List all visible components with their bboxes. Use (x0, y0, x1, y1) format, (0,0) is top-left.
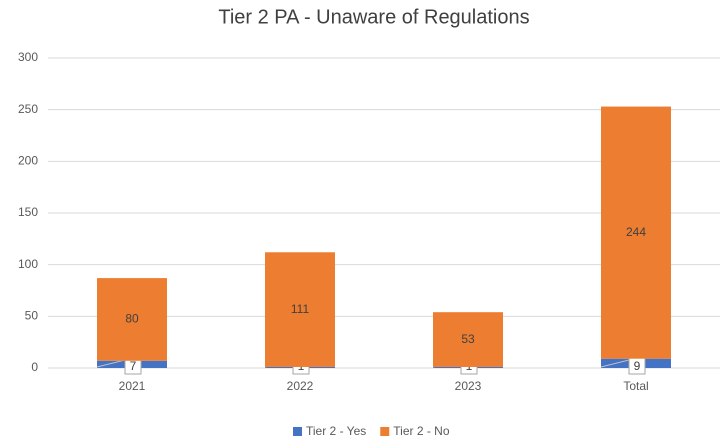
bar-segment (433, 312, 503, 367)
x-tick-label: 2022 (287, 379, 314, 393)
legend-label: Tier 2 - No (393, 424, 450, 438)
x-tick-label: 2021 (119, 379, 146, 393)
leader-line (96, 359, 126, 368)
bar-segment (601, 106, 671, 359)
data-label: 7 (130, 359, 137, 373)
y-tick-label: 200 (18, 154, 38, 168)
y-tick-label: 150 (18, 205, 38, 219)
legend-swatch (293, 427, 302, 436)
legend-swatch (380, 427, 390, 436)
data-label: 111 (291, 302, 310, 316)
bar-segment (265, 252, 335, 367)
data-label: 244 (626, 225, 646, 239)
data-label: 53 (461, 332, 475, 346)
y-tick-label: 250 (18, 102, 38, 116)
x-tick-label: 2023 (455, 379, 482, 393)
chart-title: Tier 2 PA - Unaware of Regulations (218, 6, 529, 28)
y-tick-label: 100 (18, 257, 38, 271)
data-label: 9 (634, 359, 641, 373)
leader-line (600, 359, 630, 368)
y-tick-label: 300 (18, 50, 38, 64)
y-tick-label: 0 (31, 360, 38, 374)
bar-segment (97, 278, 167, 361)
data-label: 80 (125, 312, 139, 326)
x-tick-label: Total (623, 379, 648, 393)
y-tick-label: 50 (25, 309, 39, 323)
legend-label: Tier 2 - Yes (306, 424, 366, 438)
